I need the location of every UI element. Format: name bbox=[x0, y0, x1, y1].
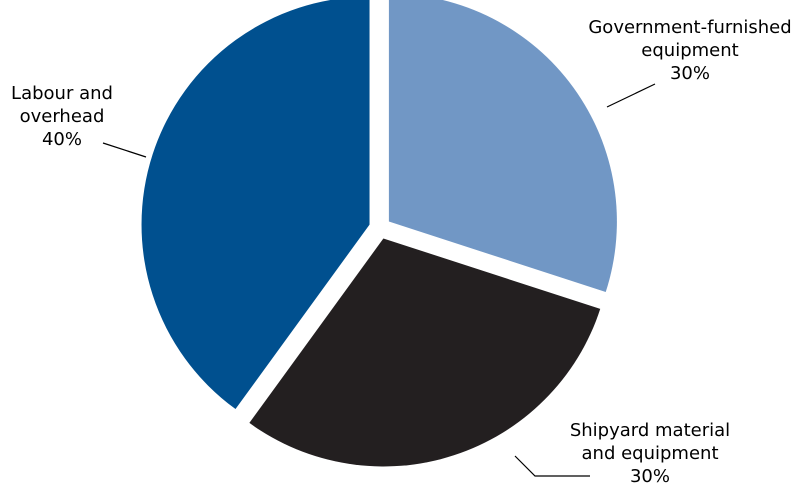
leader-lines bbox=[102, 83, 656, 477]
slice-label-line: and equipment bbox=[582, 443, 719, 464]
slice-labels: Government-furnished equipment 30%Shipyard… bbox=[11, 17, 792, 487]
slice-label-labour-and-overhead: Labour and overhead 40% bbox=[11, 83, 113, 150]
slice-label-government-furnished-equipment: Government-furnished equipment 30% bbox=[588, 17, 791, 84]
slice-percent-label: 30% bbox=[630, 466, 670, 487]
leader-line-labour-and-overhead bbox=[102, 142, 147, 158]
slice-label-line: Labour and bbox=[11, 83, 113, 104]
pie-slice-shipyard-material-and-equipment bbox=[249, 238, 601, 467]
slice-label-line: overhead bbox=[20, 106, 105, 127]
slice-label-line: Government-furnished bbox=[588, 17, 791, 38]
slice-label-shipyard-material-and-equipment: Shipyard material and equipment 30% bbox=[570, 420, 730, 487]
leader-line-shipyard-material-and-equipment bbox=[514, 455, 590, 477]
leader-line-government-furnished-equipment bbox=[606, 83, 656, 108]
slice-percent-label: 30% bbox=[670, 63, 710, 84]
slice-label-line: equipment bbox=[641, 40, 738, 61]
slice-label-line: Shipyard material bbox=[570, 420, 730, 441]
pie-slice-labour-and-overhead bbox=[141, 0, 370, 410]
pie-slices bbox=[141, 0, 617, 467]
pie-slice-government-furnished-equipment bbox=[388, 0, 617, 292]
slice-percent-label: 40% bbox=[42, 129, 82, 150]
